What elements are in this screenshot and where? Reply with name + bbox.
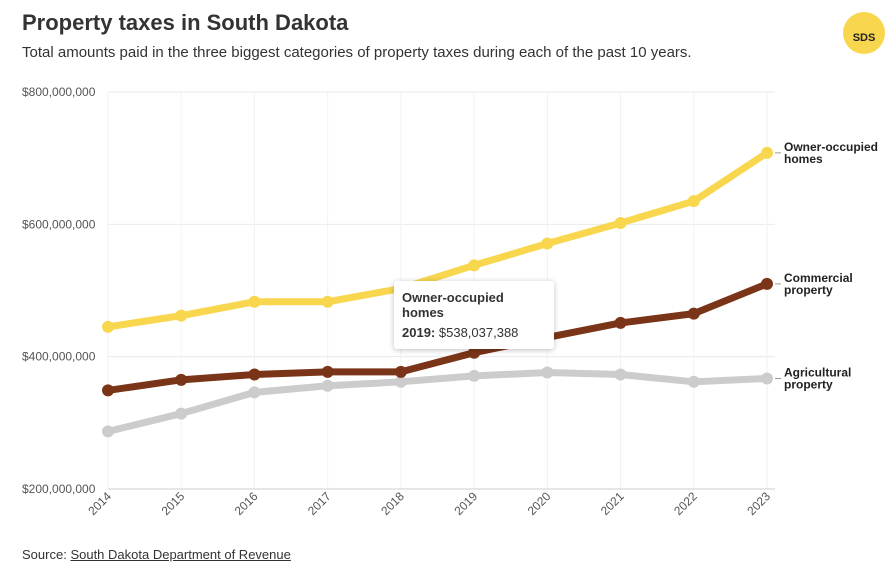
- series-label: Commercial: [784, 271, 853, 285]
- tooltip-year: 2019:: [402, 325, 436, 340]
- data-point: [321, 379, 334, 392]
- data-point: [175, 407, 188, 420]
- series-line: [107, 149, 769, 331]
- series-line: [107, 369, 768, 435]
- source-label: Source:: [22, 547, 67, 562]
- tooltip-series: Owner-occupied homes: [402, 290, 504, 320]
- y-tick-label: $400,000,000: [22, 350, 96, 364]
- data-point: [321, 295, 334, 308]
- data-point: [614, 316, 627, 329]
- data-point: [321, 365, 334, 378]
- series-label: property: [784, 283, 833, 297]
- data-point: [687, 307, 700, 320]
- data-point: [468, 346, 481, 359]
- x-tick-label: 2022: [671, 489, 700, 518]
- data-point: [248, 295, 261, 308]
- data-point: [102, 384, 114, 397]
- data-point: [394, 375, 407, 388]
- x-tick-label: 2015: [159, 489, 188, 518]
- data-point: [614, 217, 627, 230]
- data-point: [248, 368, 261, 381]
- data-point: [687, 375, 700, 388]
- series-label: property: [784, 378, 833, 392]
- series-label: homes: [784, 152, 823, 166]
- series-label: Owner-occupied: [784, 140, 878, 154]
- data-point: [175, 373, 188, 386]
- data-point: [102, 425, 114, 438]
- source-link[interactable]: South Dakota Department of Revenue: [70, 547, 291, 562]
- x-tick-label: 2023: [744, 489, 773, 518]
- logo-text: SDS: [852, 32, 876, 44]
- x-tick-label: 2020: [525, 489, 554, 518]
- series-label: Agricultural: [784, 366, 851, 380]
- tooltip-value: $538,037,388: [438, 325, 519, 340]
- x-tick-label: 2017: [305, 489, 334, 518]
- data-point: [394, 365, 407, 378]
- data-point: [761, 372, 773, 385]
- series-line: [107, 280, 769, 394]
- data-point: [761, 146, 773, 159]
- y-tick-label: $800,000,000: [22, 85, 96, 99]
- data-point: [468, 369, 481, 382]
- chart-title: Property taxes in South Dakota: [22, 10, 349, 35]
- data-point: [541, 237, 554, 250]
- tooltip: Owner-occupied homes 2019: $538,037,388: [394, 281, 554, 349]
- data-point: [102, 320, 114, 333]
- data-point: [248, 386, 261, 399]
- source-note: Source: South Dakota Department of Reven…: [22, 547, 291, 562]
- y-tick-label: $200,000,000: [22, 482, 96, 496]
- data-point: [687, 195, 700, 208]
- chart-subtitle: Total amounts paid in the three biggest …: [22, 44, 692, 61]
- data-point: [761, 277, 773, 290]
- x-tick-label: 2018: [378, 489, 407, 518]
- x-tick-label: 2019: [451, 489, 480, 518]
- data-point: [614, 368, 627, 381]
- data-point: [468, 259, 481, 272]
- data-point: [175, 309, 188, 322]
- data-point: [541, 366, 554, 379]
- x-tick-label: 2021: [598, 489, 627, 518]
- y-tick-label: $600,000,000: [22, 217, 96, 231]
- x-tick-label: 2016: [232, 489, 261, 518]
- sds-logo: SDS: [843, 12, 885, 54]
